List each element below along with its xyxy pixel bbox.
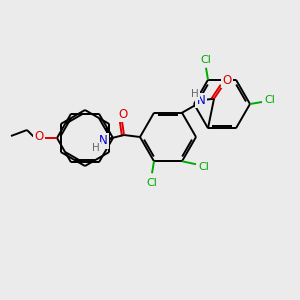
Text: Cl: Cl: [199, 162, 209, 172]
Text: N: N: [196, 94, 206, 107]
Text: H: H: [191, 89, 199, 99]
Text: Cl: Cl: [147, 178, 158, 188]
Text: Cl: Cl: [201, 55, 212, 65]
Text: O: O: [34, 130, 43, 143]
Text: N: N: [99, 134, 107, 148]
Text: O: O: [118, 107, 127, 121]
Text: Cl: Cl: [265, 95, 275, 105]
Text: O: O: [222, 74, 232, 87]
Text: H: H: [92, 143, 100, 153]
